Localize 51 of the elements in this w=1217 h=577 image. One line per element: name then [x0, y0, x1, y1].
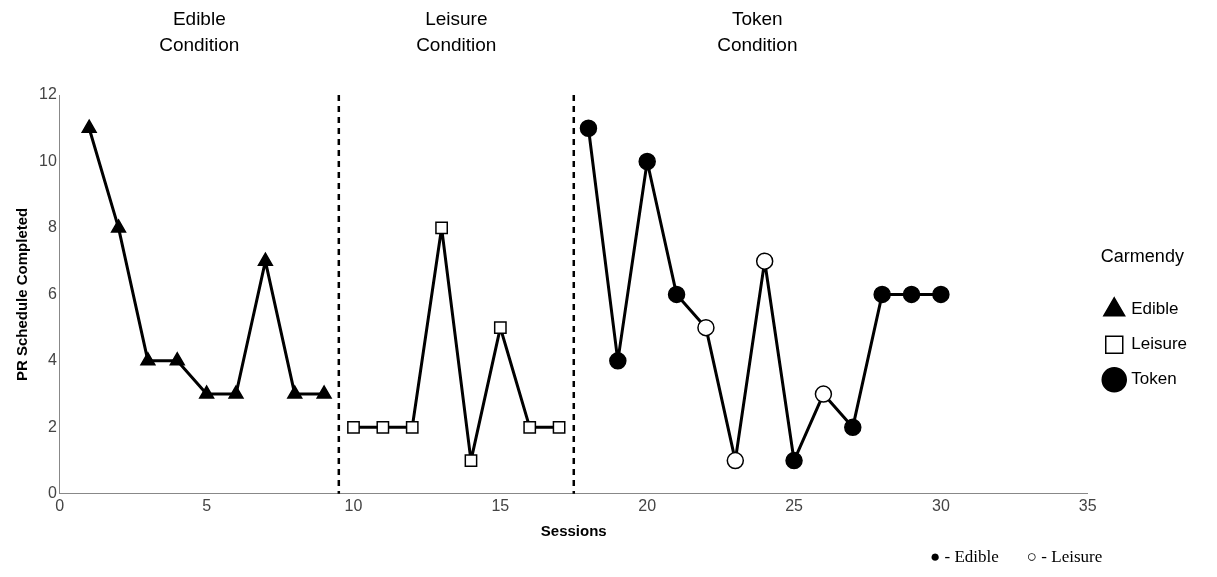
y-tick-label: 0 [47, 484, 57, 502]
y-tick-label: 8 [47, 218, 57, 236]
point [873, 285, 891, 304]
legend-label: Leisure [1131, 334, 1188, 354]
y-tick-label: 12 [39, 85, 57, 103]
point [932, 285, 950, 304]
text: ● - Edible [930, 547, 999, 566]
point [523, 420, 537, 434]
point [347, 420, 360, 434]
point [110, 219, 127, 233]
point [140, 352, 156, 366]
point [257, 252, 274, 266]
text: Leisure Condition [416, 8, 497, 55]
point [405, 420, 419, 434]
x-tick-label: 20 [638, 496, 657, 514]
point [844, 418, 862, 437]
point [552, 420, 566, 434]
point [287, 385, 303, 399]
legend-label: Token [1131, 369, 1177, 389]
point [81, 119, 97, 133]
text: ○ - Leisure [1026, 547, 1103, 566]
legend-label: Edible [1131, 299, 1179, 319]
y-tick-label: 2 [47, 417, 57, 435]
y-axis-title: PR Schedule Completed [13, 207, 31, 382]
y-tick-label: 10 [39, 151, 57, 169]
text: Edible Condition [159, 8, 240, 55]
text: Token Condition [717, 8, 798, 55]
point [638, 152, 656, 171]
legend-title: Carmendy [1100, 245, 1184, 266]
point [435, 221, 449, 235]
point [316, 385, 332, 399]
x-tick-label: 35 [1078, 496, 1097, 514]
point [228, 385, 244, 399]
point [579, 119, 598, 137]
x-axis-title: Sessions [540, 522, 607, 540]
point [667, 285, 686, 304]
x-tick-label: 25 [785, 496, 804, 514]
x-tick-label: 30 [932, 496, 950, 514]
y-tick-label: 4 [47, 351, 57, 369]
point [493, 321, 507, 335]
point [464, 454, 478, 467]
x-tick-label: 5 [202, 496, 212, 514]
point [609, 352, 627, 370]
point [376, 420, 390, 434]
point [902, 285, 921, 304]
point [169, 352, 185, 366]
point [785, 451, 803, 470]
point [198, 385, 215, 399]
x-tick-label: 10 [344, 496, 363, 514]
x-tick-label: 15 [491, 496, 510, 514]
y-tick-label: 6 [47, 284, 57, 302]
